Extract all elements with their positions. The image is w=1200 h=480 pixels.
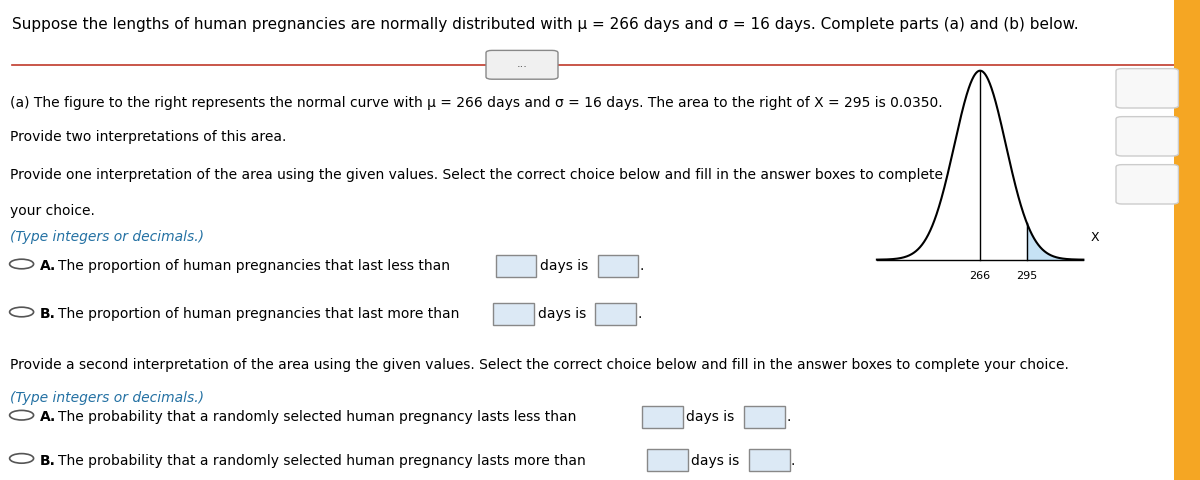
Text: Provide one interpretation of the area using the given values. Select the correc: Provide one interpretation of the area u… <box>10 168 943 182</box>
Text: Provide a second interpretation of the area using the given values. Select the c: Provide a second interpretation of the a… <box>10 358 1068 372</box>
FancyBboxPatch shape <box>496 255 536 277</box>
Text: The probability that a randomly selected human pregnancy lasts more than: The probability that a randomly selected… <box>58 454 586 468</box>
Text: your choice.: your choice. <box>10 204 95 218</box>
Text: The proportion of human pregnancies that last more than: The proportion of human pregnancies that… <box>58 307 458 321</box>
Text: ...: ... <box>516 59 528 69</box>
Text: 295: 295 <box>1016 271 1038 281</box>
FancyBboxPatch shape <box>598 255 638 277</box>
Text: Provide two interpretations of this area.: Provide two interpretations of this area… <box>10 130 286 144</box>
Text: A.: A. <box>40 259 56 273</box>
Text: .: . <box>637 307 642 321</box>
Text: Suppose the lengths of human pregnancies are normally distributed with μ = 266 d: Suppose the lengths of human pregnancies… <box>12 17 1079 32</box>
Text: (a) The figure to the right represents the normal curve with μ = 266 days and σ : (a) The figure to the right represents t… <box>10 96 942 110</box>
FancyBboxPatch shape <box>749 449 790 471</box>
FancyBboxPatch shape <box>486 50 558 79</box>
Text: The probability that a randomly selected human pregnancy lasts less than: The probability that a randomly selected… <box>58 410 576 424</box>
Text: X: X <box>1091 230 1099 243</box>
Text: (Type integers or decimals.): (Type integers or decimals.) <box>10 230 204 244</box>
Text: The proportion of human pregnancies that last less than: The proportion of human pregnancies that… <box>58 259 450 273</box>
FancyBboxPatch shape <box>647 449 688 471</box>
Text: B.: B. <box>40 454 55 468</box>
Text: days is: days is <box>686 410 734 424</box>
Text: days is: days is <box>691 454 739 468</box>
Text: B.: B. <box>40 307 55 321</box>
Text: 266: 266 <box>970 271 991 281</box>
FancyBboxPatch shape <box>493 303 534 325</box>
Text: .: . <box>640 259 644 273</box>
Text: A.: A. <box>40 410 56 424</box>
FancyBboxPatch shape <box>744 406 785 428</box>
Text: days is: days is <box>538 307 586 321</box>
FancyBboxPatch shape <box>595 303 636 325</box>
Text: .: . <box>791 454 796 468</box>
Text: .: . <box>786 410 791 424</box>
Text: (Type integers or decimals.): (Type integers or decimals.) <box>10 391 204 405</box>
Text: days is: days is <box>540 259 588 273</box>
FancyBboxPatch shape <box>642 406 683 428</box>
